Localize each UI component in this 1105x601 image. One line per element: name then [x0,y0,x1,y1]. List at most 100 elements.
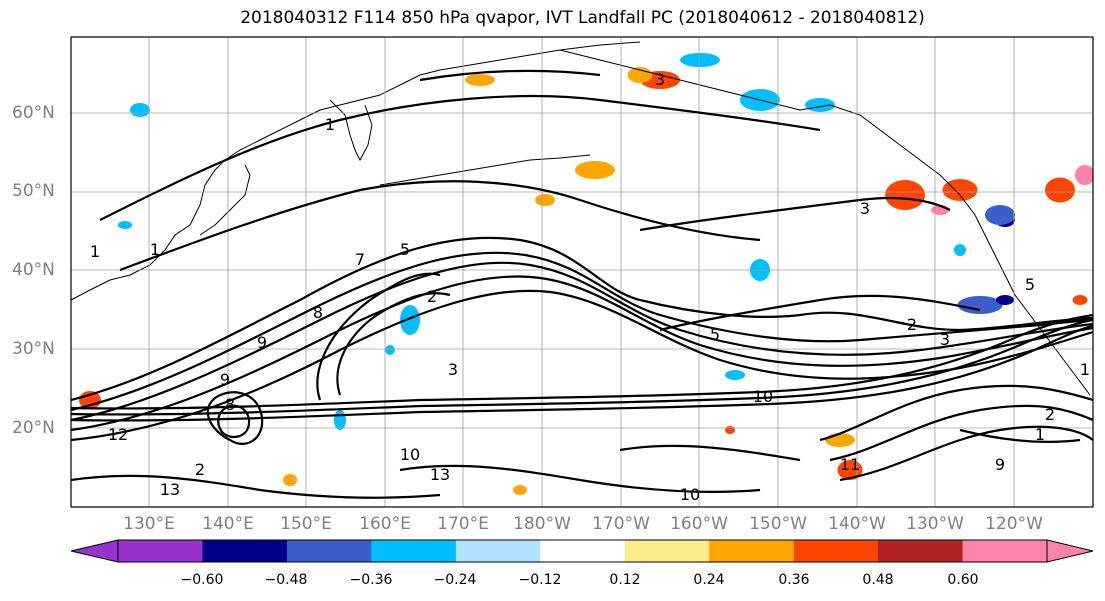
map-frame-background [71,37,1093,507]
colorbar-segment [878,540,964,562]
shading-patch [385,345,395,355]
contour-label: 2 [427,287,437,306]
shading-patch [805,98,835,112]
shading-patch [400,305,420,335]
contour-label: 5 [400,240,410,259]
contour-label: 2 [907,315,917,334]
shading-patch [513,485,527,495]
longitude-label-120w: 120°W [985,514,1043,534]
contour-label: 10 [753,387,773,406]
colorbar-border [117,539,1048,563]
ivt-contours [71,69,1093,499]
contour-label: 10 [680,485,700,504]
colorbar-segment [624,540,710,562]
shading-patch [942,179,978,201]
contour-label: 1 [1035,425,1045,444]
shading-patch [130,103,150,117]
longitude-label-160w: 160°W [670,514,728,534]
shading-patch [725,370,745,380]
contour-label: 5 [710,325,720,344]
colorbar-tick-label: 0.48 [862,572,894,588]
contour-label: 10 [400,445,420,464]
contour-label: 1 [325,115,335,134]
contour-label: 9 [995,455,1005,474]
shading-patch [1072,295,1088,305]
map-title: 2018040312 F114 850 hPa qvapor, IVT Land… [240,8,925,28]
contour-label: 3 [940,330,950,349]
contour-label: 8 [225,395,235,414]
contour-label: 1 [1080,360,1090,379]
colorbar-segment [962,540,1048,562]
contour-label: 13 [160,480,180,499]
colorbar-tick-label: 0.12 [609,572,641,588]
shading-patch [957,296,1003,314]
colorbar-tick-label: −0.36 [349,572,393,588]
shading-patch [725,426,735,434]
colorbar-tick-label: −0.48 [264,572,308,588]
japan-coastline [199,164,251,236]
shading-patch [885,180,925,210]
alaska-coastline [559,49,941,176]
shading-patch [825,433,855,447]
latitude-label-30n: 30°N [12,339,55,359]
colorbar-tick-label: −0.12 [518,572,562,588]
map-border [70,36,1094,508]
contour-label: 1 [150,240,160,259]
qvapor-shading [79,53,1093,495]
shading-patch [283,474,297,486]
contour-label: 12 [108,425,128,444]
contour-label: 9 [257,333,267,352]
longitude-label-130e: 130°E [123,514,175,534]
colorbar-segment [118,540,203,562]
contour-label: 8 [313,303,323,322]
shading-patch [837,460,863,480]
contour-label: 7 [355,250,365,269]
north-america-coastline [939,174,1091,396]
shading-patch [954,244,966,256]
shading-patch [535,194,555,206]
latitude-label-20n: 20°N [12,418,55,438]
longitude-label-180w: 180°W [513,514,571,534]
longitude-label-160e: 160°E [359,514,411,534]
shading-patch [575,161,615,179]
contour-label: 2 [195,460,205,479]
shading-patch [334,410,346,430]
shading-patch [1045,177,1075,203]
contour-label: 9 [220,370,230,389]
contour-label: 11 [840,455,860,474]
colorbar-tick-label: 0.60 [947,572,979,588]
contour-label: 3 [860,199,870,218]
latitude-label-50n: 50°N [12,181,55,201]
colorbar-tick-label: 0.36 [778,572,810,588]
colorbar-extend-low [70,539,119,563]
aleutian-islands [379,154,591,186]
latitude-label-60n: 60°N [12,103,55,123]
graticule [71,37,1093,507]
colorbar-tick-label: 0.24 [693,572,725,588]
longitude-label-140e: 140°E [202,514,254,534]
colorbar-segment [371,540,457,562]
colorbar [70,539,1094,563]
longitude-label-170e: 170°E [437,514,489,534]
longitude-label-140w: 140°W [828,514,886,534]
colorbar-segment [540,540,626,562]
colorbar-tick-label: −0.60 [180,572,224,588]
contour-label: 5 [1025,275,1035,294]
contour-label: 3 [448,360,458,379]
colorbar-segment [709,540,795,562]
contour-label: 1 [90,242,100,261]
shading-patch [996,295,1014,305]
contour-label: 2 [1045,405,1055,424]
shading-patch [118,221,132,229]
colorbar-segment [793,540,879,562]
colorbar-tick-label: −0.24 [433,572,477,588]
shading-patch [985,205,1015,225]
colorbar-extend-high [1046,539,1094,563]
colorbar-segment [286,540,372,562]
longitude-label-150w: 150°W [749,514,807,534]
shading-patch [465,74,495,86]
contour-label: 3 [655,70,665,89]
longitude-label-170w: 170°W [592,514,650,534]
